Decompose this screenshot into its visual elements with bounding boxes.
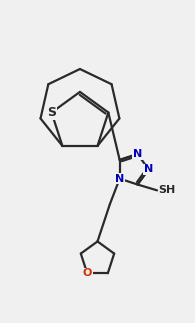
Text: N: N [144,164,153,174]
Text: O: O [82,268,92,278]
Text: S: S [47,106,56,119]
Text: N: N [115,174,124,184]
Text: SH: SH [158,185,175,195]
Text: N: N [133,149,142,159]
